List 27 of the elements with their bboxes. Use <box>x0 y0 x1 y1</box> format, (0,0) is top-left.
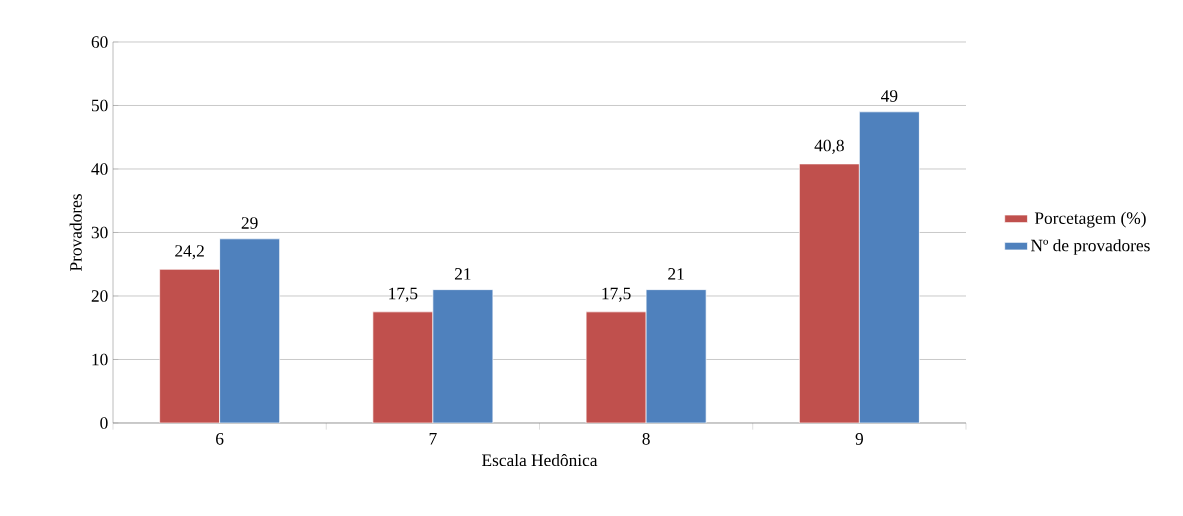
data-label: 40,8 <box>814 139 844 154</box>
y-tick-label: 60 <box>91 36 108 48</box>
x-tick-label: 6 <box>216 433 224 445</box>
data-label: 21 <box>668 268 684 280</box>
bar <box>219 238 280 423</box>
y-tick-label: 0 <box>100 417 108 429</box>
data-label: 29 <box>241 217 258 229</box>
x-tick-label: 8 <box>642 433 650 445</box>
data-label: 17,5 <box>602 287 631 302</box>
y-tick-label: 50 <box>91 99 108 112</box>
x-tick-label: 9 <box>855 433 863 445</box>
data-label: 24,2 <box>175 245 204 260</box>
y-axis-title: Provadores <box>69 194 82 271</box>
x-axis-title: Escala Hedônica <box>482 453 598 467</box>
y-tick-label: 40 <box>91 163 108 175</box>
bar <box>859 111 920 423</box>
data-label: 49 <box>881 90 898 102</box>
bar <box>645 289 707 423</box>
y-tick-label: 20 <box>91 290 108 302</box>
data-label: 21 <box>454 268 471 280</box>
x-tick-label: 7 <box>429 433 437 445</box>
bar <box>432 289 494 423</box>
legend-label: Nº de provadores <box>1030 239 1150 255</box>
y-tick-label: 30 <box>91 226 108 239</box>
data-label: 17,5 <box>389 287 418 302</box>
legend-label: Porcetagem (%) <box>1034 211 1146 228</box>
y-tick-label: 10 <box>92 353 108 366</box>
